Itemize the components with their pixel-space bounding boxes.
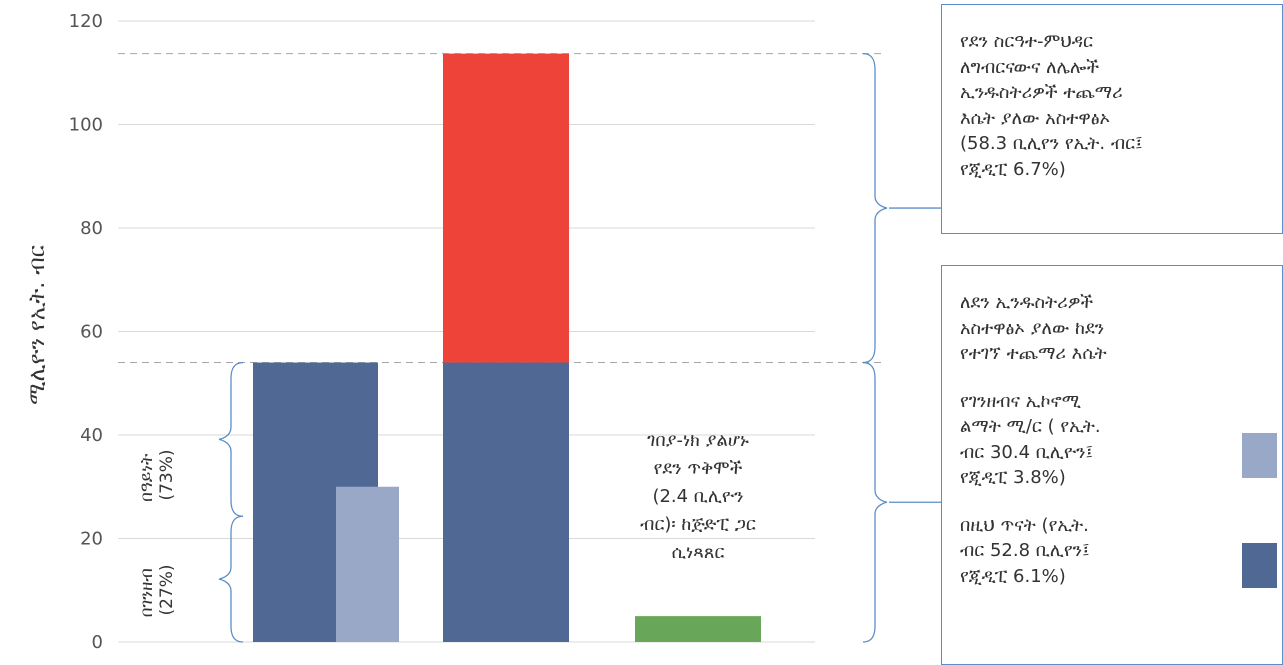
legend-item-study: በዚህ ጥናት (የኢት. ብር 52.8 ቢሊየን፤ የጂዲፒ 6.1%) [960,513,1277,590]
bar-1 [336,486,399,642]
nonmarket-note-line-2: (2.4 ቢሊዮን [652,486,743,507]
forest-industry-intro: ለደን ኢንዱስትሪዎች አስተዋፅኦ ያለው ከደን የተገኘ ተጨማሪ እሴ… [960,292,1107,364]
y-tick-label-120: 120 [69,11,103,32]
reference-lines [118,53,883,364]
legend-item-ministry: የገንዘብና ኢኮኖሚ ልማት ሚ/ር ( የኢት. ብር 30.4 ቢሊዮን፤… [960,389,1277,491]
legend-label-study: በዚህ ጥናት (የኢት. ብር 52.8 ቢሊየን፤ የጂዲፒ 6.1%) [960,514,1090,587]
bracket-cash [218,515,244,643]
legend-swatch-ministry [1242,432,1277,478]
bar-3 [443,53,569,363]
nonmarket-note-line-1: የደን ጥቅሞች [654,458,743,479]
y-tick-label-100: 100 [69,115,103,136]
y-tick-label-20: 20 [80,529,103,550]
bracket-industry [862,361,888,643]
legend-label-ministry: የገንዘብና ኢኮኖሚ ልማት ሚ/ር ( የኢት. ብር 30.4 ቢሊዮን፤… [960,390,1101,489]
bracket-inkind [218,361,244,517]
inkind-share-label: በዓይነት (73%) [137,448,177,502]
y-tick-label-80: 80 [80,218,103,239]
legend-swatch-study [1242,542,1277,588]
brackets [218,52,941,643]
cash-share-label: በገንዘብ (27%) [137,563,177,618]
nonmarket-note-line-0: ገበያ-ነክ ያልሆኑ [647,430,749,451]
bar-4 [635,616,761,642]
bars [253,53,761,642]
nonmarket-note-line-4: ሲነጻጸር [672,542,725,563]
nonmarket-note-line-3: ብር)፡ ከጅድፒ ጋር [640,514,756,535]
y-tick-label-0: 0 [92,632,103,653]
forest-ecosystem-contribution-box: የደን ስርዓተ-ምህዳር ለግብርናውና ለሌሎች ኢንዱስትሪዎች ተጨማሪ… [941,4,1283,234]
bar-2 [443,362,569,642]
nonmarket-note: ገበያ-ነክ ያልሆኑ የደን ጥቅሞች (2.4 ቢሊዮን ብር)፡ ከጅድፒ ጋር… [640,430,756,563]
y-tick-label-40: 40 [80,425,103,446]
bracket-ecosystem [862,52,888,364]
forest-ecosystem-contribution-text: የደን ስርዓተ-ምህዳር ለግብርናውና ለሌሎች ኢንዱስትሪዎች ተጨማሪ… [960,31,1143,180]
y-axis-ticks: 0 20 40 60 80 100 120 [69,11,103,653]
y-axis-label: ሚሊዮን የኢት. ብር [25,245,50,405]
y-tick-label-60: 60 [80,322,103,343]
forest-industry-legend-box: ለደን ኢንዱስትሪዎች አስተዋፅኦ ያለው ከደን የተገኘ ተጨማሪ እሴ… [941,265,1283,665]
